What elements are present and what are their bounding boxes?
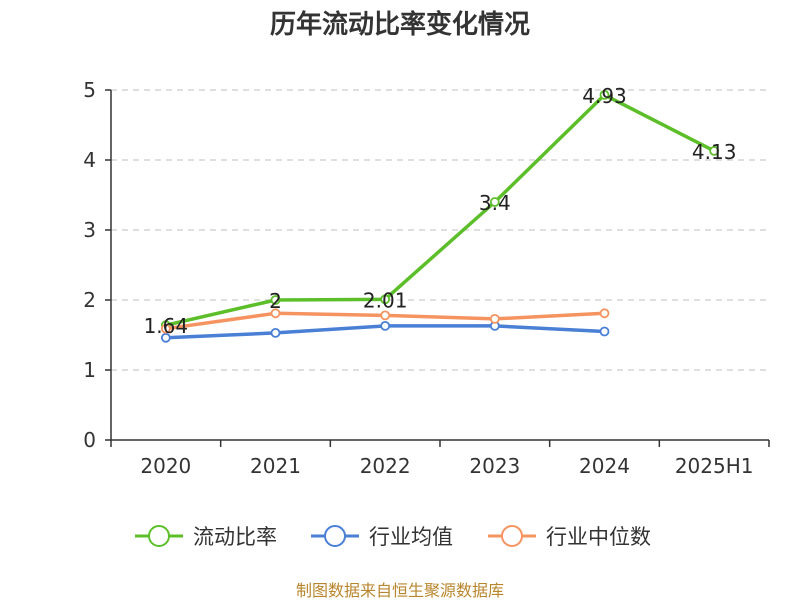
data-label-5: 4.13 [692, 140, 737, 164]
data-label-0: 1.64 [144, 314, 189, 338]
series-1-point-0 [160, 332, 171, 343]
y-tick-label-1: 1 [83, 358, 96, 382]
series-0-point-1 [270, 295, 281, 305]
gridlines [111, 89, 769, 371]
series-1-point-1 [270, 327, 281, 338]
legend-label-1: 行业均值 [369, 525, 453, 549]
legend-marker-0 [148, 525, 170, 547]
series-0-point-5 [709, 145, 720, 156]
legend-marker-1 [324, 525, 346, 547]
axes: 0 1 2 3 4 5 2020 2021 2022 2023 2024 2025H1 [83, 78, 770, 478]
legend-label-0: 流动比率 [193, 525, 277, 549]
series-2-point-2 [380, 310, 391, 321]
y-tick-label-2: 2 [83, 288, 96, 312]
y-tick-label-0: 0 [83, 428, 96, 452]
source-note: 制图数据来自恒生聚源数据库 [296, 581, 504, 600]
x-tick-label-2020: 2020 [140, 454, 191, 478]
series-2-point-1 [270, 308, 281, 319]
chart-title: 历年流动比率变化情况 [270, 9, 530, 40]
legend-marker-2 [501, 525, 523, 547]
series-line-0 [165, 93, 715, 327]
data-label-4: 4.93 [582, 84, 627, 108]
series-0-point-2 [380, 294, 391, 305]
x-tick-label-2022: 2022 [360, 454, 411, 478]
y-tick-label-3: 3 [83, 218, 96, 242]
series-1-point-4 [599, 326, 610, 337]
x-tick-label-2023: 2023 [469, 454, 520, 478]
series-group [160, 90, 720, 343]
series-2-point-0 [160, 323, 171, 334]
series-0-point-4 [599, 90, 610, 100]
data-label-2: 2.01 [363, 288, 408, 312]
x-tick-label-2024: 2024 [579, 454, 630, 478]
x-tick-label-2025H1: 2025H1 [675, 454, 754, 478]
data-label-3: 3.4 [479, 191, 511, 215]
series-0-point-3 [489, 197, 500, 207]
data-label-1: 2 [269, 289, 282, 313]
y-tick-label-4: 4 [83, 148, 96, 172]
series-1-point-2 [380, 320, 391, 331]
legend: 流动比率 行业均值 行业中位数 [135, 525, 651, 549]
series-2-point-3 [489, 313, 500, 324]
x-tick-label-2021: 2021 [250, 454, 301, 478]
series-2-point-4 [599, 308, 610, 319]
data-labels: 1.64 2 2.01 3.4 4.93 4.13 [144, 84, 737, 338]
y-tick-label-5: 5 [83, 78, 96, 102]
legend-label-2: 行业中位数 [546, 525, 651, 549]
